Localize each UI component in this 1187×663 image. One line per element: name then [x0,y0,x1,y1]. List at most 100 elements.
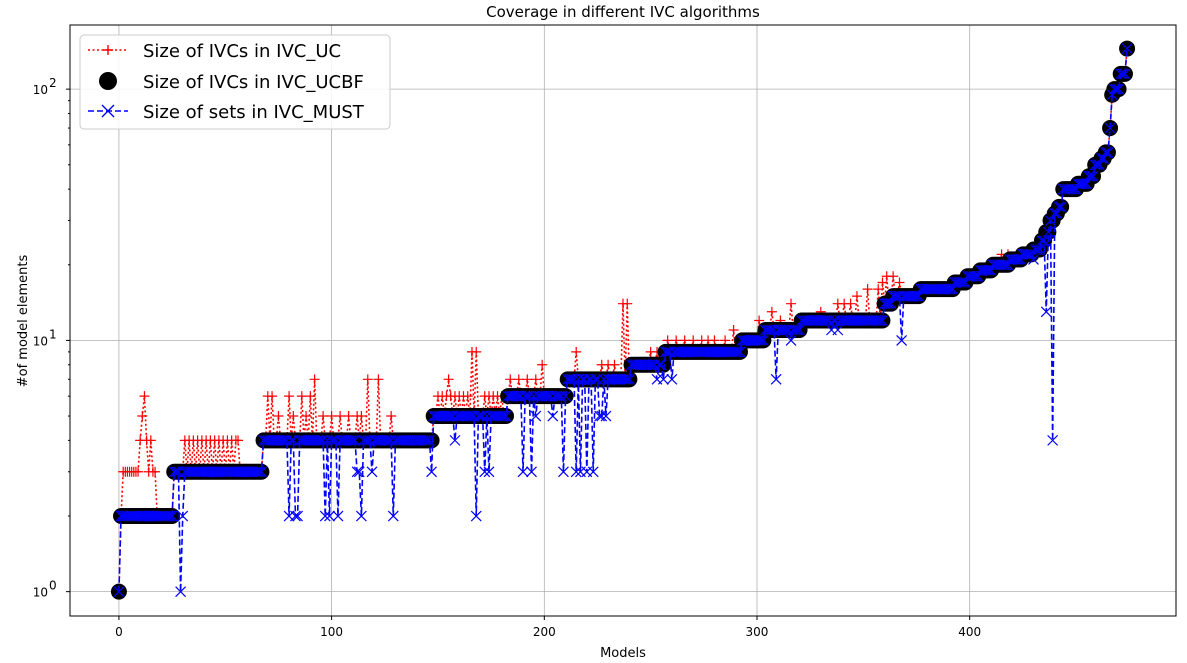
legend-box [79,34,391,130]
series-uc-point [571,346,582,357]
series-must-point [290,510,301,522]
series-uc-point [139,391,150,402]
series-must-point [530,410,542,422]
series-must-point [1079,178,1090,190]
series-must-point [619,373,631,385]
series-must-point [1094,159,1105,171]
series-uc-point [326,411,337,422]
series-uc-point [877,277,888,288]
series-must-point [730,346,742,358]
series-uc-point [318,411,329,422]
series-uc-point [709,335,720,346]
series-must-point [645,359,657,371]
x-tick-label: 100 [320,625,343,639]
series-must-point [732,346,744,358]
y-tick-exponent: 0 [49,579,57,593]
series-must-point [313,434,325,446]
series-must-point [1030,244,1042,255]
series-must-point [168,466,180,478]
series-uc-point [537,359,548,370]
x-tick-label: 0 [115,625,123,639]
series-must-point [511,390,523,402]
series-must-point [541,390,552,402]
x-tick-label: 400 [958,625,981,639]
series-must-point [1000,259,1012,271]
series-must-point [1087,170,1099,182]
series-must-point [1011,254,1022,265]
series-must-point [885,298,897,310]
y-tick-label: 10 [33,586,48,600]
series-uc-point [728,324,739,335]
series-must-point [443,410,455,422]
plot-frame [69,24,1177,617]
series-must-point [1042,226,1054,238]
y-tick-label: 10 [33,334,48,348]
series-must-point [351,466,363,478]
series-must-point [877,315,888,326]
series-must-point [1083,170,1095,182]
series-uc-point [671,335,682,346]
series-must-point [421,434,433,446]
legend-label: Size of IVCs in IVC_UCBF [143,72,364,93]
series-uc-point [845,298,856,309]
series-must-point [1028,254,1039,265]
series-uc-point [373,374,384,385]
series-uc-point [284,391,295,402]
series-uc-point [522,374,533,385]
x-tick-label: 300 [746,625,769,639]
series-uc-point [679,335,690,346]
series-must-point [653,359,665,371]
series-must-point [564,373,576,385]
series-must-point [177,510,189,522]
series-uc-point [233,435,244,446]
series-uc-point [137,411,148,422]
series-uc-point [362,374,373,385]
legend-label: Size of IVCs in IVC_UC [143,41,341,62]
series-must-point [464,410,476,422]
series-uc-point [462,391,473,402]
series-must-point [381,434,393,446]
series-must-point [547,410,559,422]
series-must-point [1034,244,1046,255]
series-must-point [1104,122,1116,134]
series-must-point [1051,208,1063,219]
series-uc-point [662,335,673,346]
series-uc-point [267,391,278,402]
series-must-point [166,510,178,522]
series-must-point [779,324,791,336]
series-must-point [657,373,669,385]
legend: Size of IVCs in IVC_UC Size of IVCs in IV… [79,34,391,130]
series-uc-point [513,374,524,385]
y-axis-label: #of model elements [16,255,31,388]
series-must-point [255,466,267,478]
series-must-point [1098,152,1110,164]
series-must-point [317,434,329,446]
series-uc-point [873,284,884,295]
series-uc-point [688,335,699,346]
series-must-point [560,390,571,402]
series-must-point [666,373,678,385]
series-must-point [355,510,367,522]
series-must-point [164,510,176,522]
series-uc-point [150,466,161,477]
legend-marker-ucbf [99,72,117,90]
series-must-point [1111,83,1122,95]
series-must-point [366,466,378,478]
series-uc-point [894,277,905,288]
series-must-point [770,373,782,385]
series-must-point [785,334,797,346]
series-must-point [170,466,182,478]
series-must-point [449,434,461,446]
series-must-point [251,466,263,478]
series-must-point [587,466,599,478]
series-must-point [568,373,580,385]
series-uc-point [471,346,482,357]
series-must-point [819,315,831,326]
series-must-point [551,390,563,402]
series-must-point [519,390,531,402]
series-must-point [347,434,359,446]
series-uc-point [296,391,307,402]
series-uc-point [754,315,765,326]
series-must-point [175,586,187,598]
series-uc-point [862,284,873,295]
